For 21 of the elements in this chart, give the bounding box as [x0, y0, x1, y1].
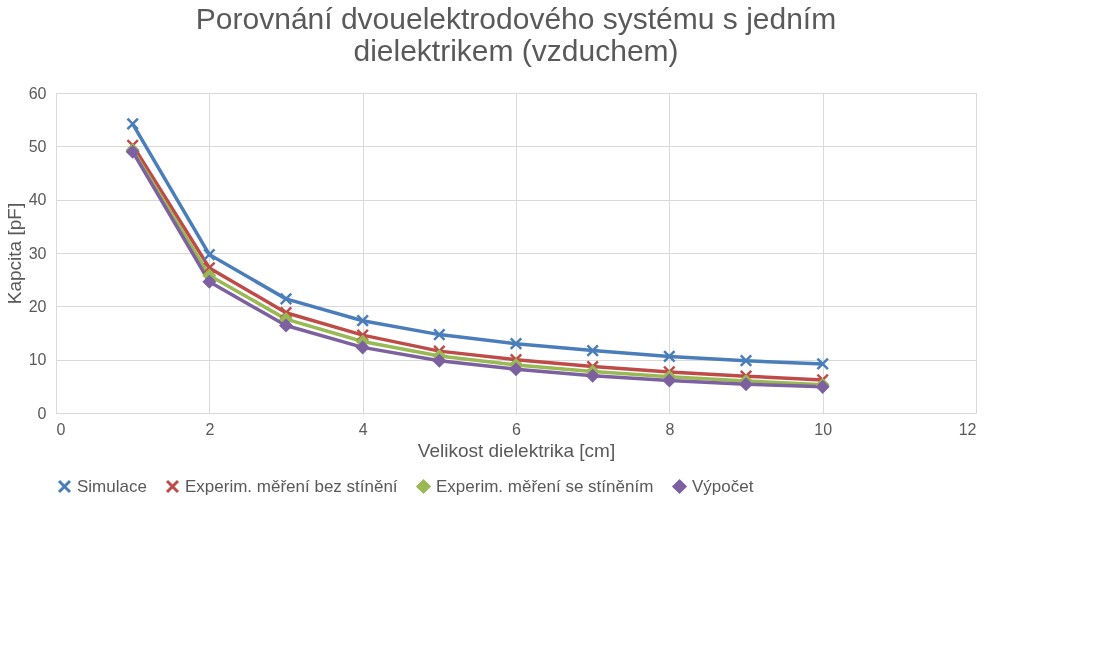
x-tick-label: 4 [358, 420, 368, 438]
x-tick-label: 6 [512, 420, 522, 438]
x-tick-label: 8 [665, 420, 675, 438]
legend-label: Experim. měření bez stínění [185, 476, 398, 496]
y-tick-label: 10 [28, 351, 47, 369]
legend-label: Experim. měření se stíněním [436, 476, 654, 496]
x-tick-label: 10 [814, 420, 833, 438]
y-tick-label: 60 [28, 84, 47, 102]
x-tick-label: 0 [56, 420, 66, 438]
y-tick-label: 50 [28, 137, 47, 155]
legend-label: Výpočet [692, 476, 754, 496]
y-tick-label: 30 [28, 244, 47, 262]
y-axis-title: Kapcita [pF] [3, 202, 25, 305]
x-axis-title: Velikost dielektrika [cm] [417, 439, 616, 461]
y-tick-label: 0 [37, 404, 47, 422]
y-tick-label: 20 [28, 297, 47, 315]
x-tick-label: 2 [205, 420, 215, 438]
legend-label: Simulace [77, 476, 147, 496]
chart-title: Porovnání dvouelektrodového systému s jedním dielektrikem (vzduchem) [195, 2, 837, 67]
y-tick-label: 40 [28, 191, 47, 209]
x-tick-label: 12 [958, 420, 977, 438]
